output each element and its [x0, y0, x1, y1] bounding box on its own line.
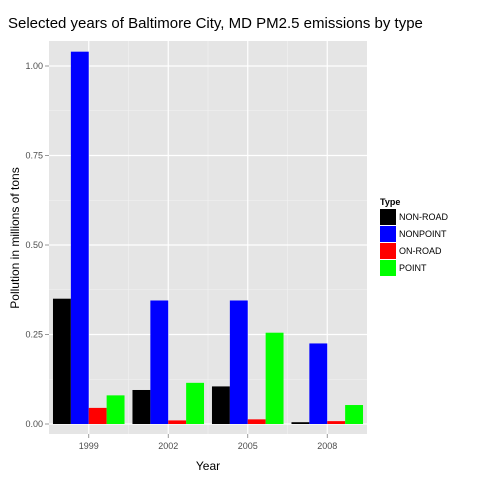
bar-non-road-2005	[211, 386, 230, 424]
bar-nonpoint-1999	[70, 51, 89, 425]
chart-title: Selected years of Baltimore City, MD PM2…	[8, 15, 423, 32]
bar-nonpoint-2008	[309, 343, 328, 424]
bar-on-road-2002	[168, 420, 187, 424]
legend-key-on-road	[380, 243, 396, 259]
y-tick-label: 0.25	[25, 330, 43, 340]
legend-label-point: POINT	[399, 263, 427, 273]
bar-non-road-2002	[132, 389, 151, 424]
bar-on-road-2005	[247, 419, 266, 424]
legend-label-nonpoint: NONPOINT	[399, 229, 447, 239]
x-axis-label: Year	[196, 459, 220, 473]
bar-nonpoint-2002	[150, 300, 169, 424]
y-axis-label: Pollution in millions of tons	[8, 167, 22, 308]
y-tick-label: 0.75	[25, 151, 43, 161]
legend-label-on-road: ON-ROAD	[399, 246, 442, 256]
bar-on-road-1999	[88, 407, 107, 424]
bar-on-road-2008	[327, 421, 346, 424]
x-axis-ticks: 1999 2002 2005 2008	[79, 434, 337, 451]
bar-point-2005	[265, 332, 284, 424]
y-tick-label: 0.00	[25, 419, 43, 429]
x-tick-label: 2005	[238, 441, 258, 451]
y-tick-label: 1.00	[25, 61, 43, 71]
bar-point-1999	[106, 395, 125, 424]
y-axis-ticks: 0.00 0.25 0.50 0.75 1.00	[25, 61, 49, 429]
x-tick-label: 1999	[79, 441, 99, 451]
bars	[52, 51, 364, 425]
legend: Type NON-ROAD NONPOINT ON-ROAD POINT	[380, 197, 448, 276]
legend-key-non-road	[380, 209, 396, 225]
legend-title: Type	[380, 197, 400, 207]
x-tick-label: 2002	[158, 441, 178, 451]
bar-nonpoint-2005	[229, 300, 248, 424]
y-tick-label: 0.50	[25, 240, 43, 250]
bar-non-road-2008	[291, 422, 310, 424]
legend-key-nonpoint	[380, 226, 396, 242]
legend-key-point	[380, 260, 396, 276]
x-tick-label: 2008	[317, 441, 337, 451]
legend-label-non-road: NON-ROAD	[399, 212, 448, 222]
grid-minor	[49, 41, 367, 434]
bar-point-2008	[345, 405, 364, 424]
bar-point-2002	[186, 382, 205, 424]
bar-non-road-1999	[52, 298, 71, 424]
